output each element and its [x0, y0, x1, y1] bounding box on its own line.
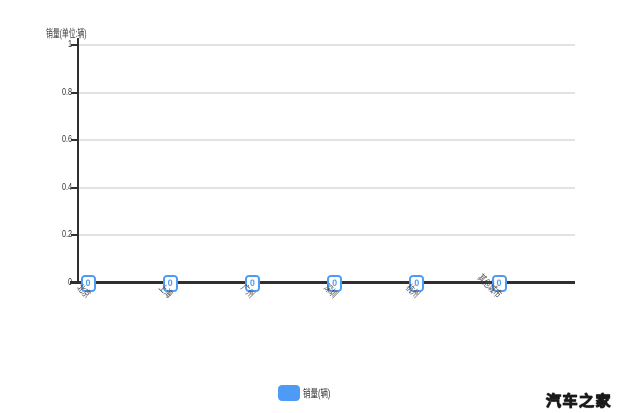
- gridline: [79, 186, 575, 189]
- gridline: [79, 234, 575, 237]
- y-tick-label: 0.8: [61, 86, 72, 98]
- x-axis-line: [70, 281, 575, 284]
- y-tick-label: 0.6: [61, 134, 72, 146]
- y-tick-label: 0.2: [61, 229, 72, 241]
- y-tick-label: 0.4: [61, 181, 72, 193]
- y-tick-label: 0: [35, 277, 72, 288]
- data-point-value-badge: 0: [244, 274, 260, 292]
- y-tick-label: 1: [67, 39, 72, 50]
- data-point-value-badge: 0: [491, 274, 507, 292]
- autohome-watermark: 汽车之家: [545, 393, 612, 411]
- data-point-value-badge: 0: [409, 274, 425, 292]
- legend-series-label: 销量(辆): [303, 388, 331, 400]
- data-point-value-badge: 0: [80, 274, 96, 292]
- gridline: [79, 91, 575, 94]
- legend[interactable]: 销量(辆): [278, 384, 343, 402]
- y-axis-tick: [71, 44, 77, 46]
- y-axis-tick: [71, 234, 77, 237]
- gridline: [79, 44, 575, 46]
- data-point-value-badge: 0: [162, 274, 178, 292]
- y-axis-tick: [71, 91, 77, 94]
- data-point-value-badge: 0: [327, 274, 343, 292]
- y-axis-title: 销量(单位:辆): [46, 28, 87, 40]
- legend-swatch-icon: [278, 385, 300, 401]
- gridline: [79, 139, 575, 142]
- y-axis-tick: [71, 139, 77, 142]
- y-axis-line: [77, 38, 79, 284]
- y-axis-tick: [71, 186, 77, 189]
